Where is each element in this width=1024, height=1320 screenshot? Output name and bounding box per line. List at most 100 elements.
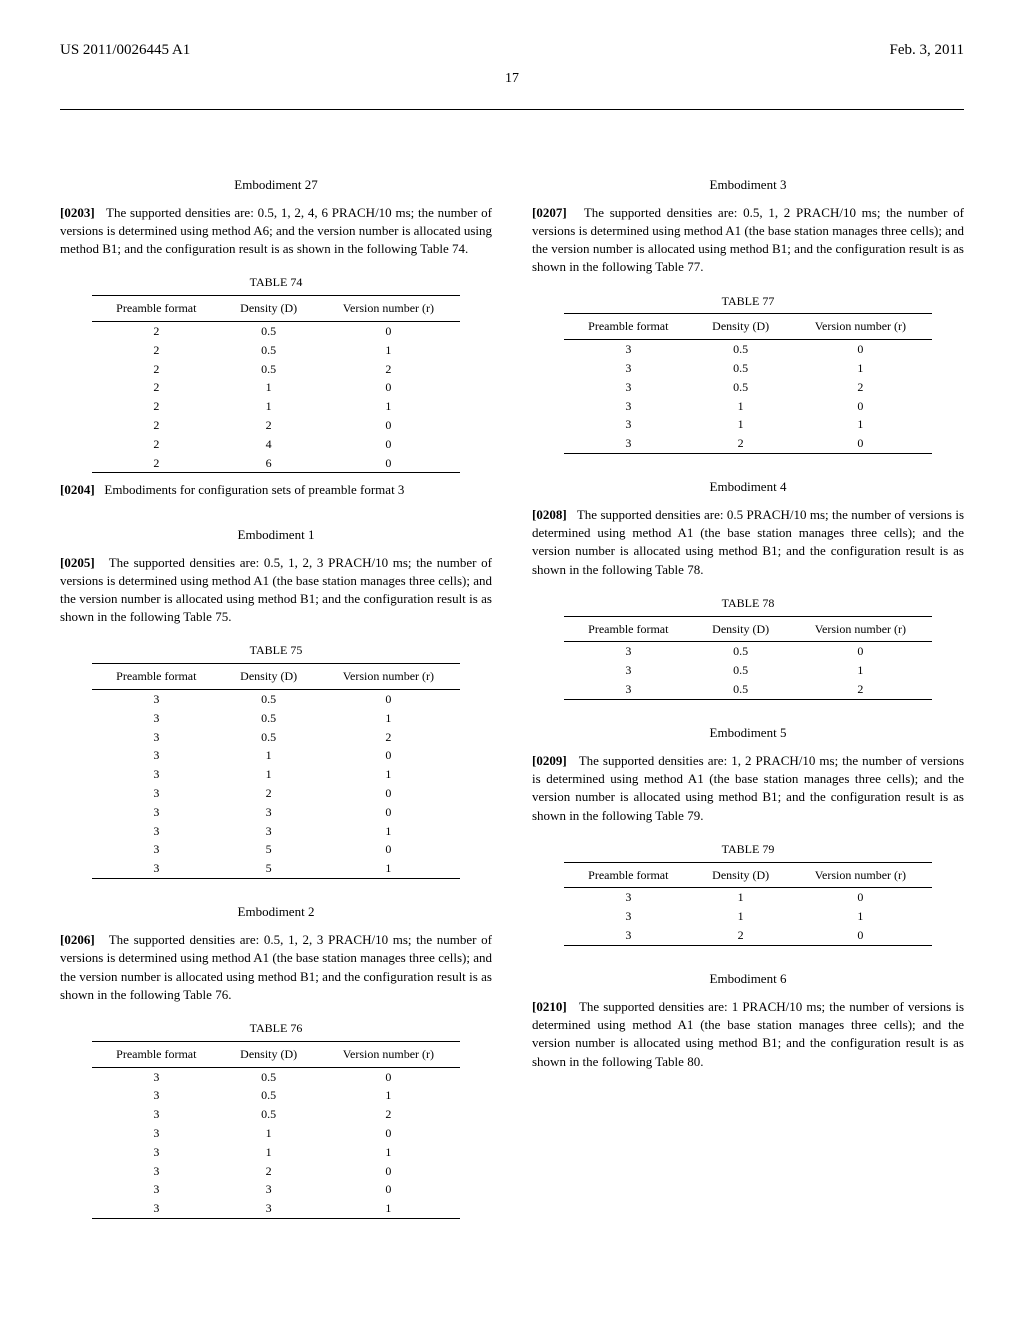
table-cell: 2 [92, 454, 220, 473]
table-cell: 3 [564, 888, 692, 907]
table-cell: 3 [564, 661, 692, 680]
table-row: 30.52 [564, 378, 931, 397]
table-cell: 0.5 [692, 661, 789, 680]
table-79: Preamble format Density (D) Version numb… [564, 862, 931, 946]
table-row: 311 [564, 907, 931, 926]
table-row: 350 [92, 840, 459, 859]
table-cell: 3 [564, 434, 692, 453]
table-cell: 0 [789, 397, 931, 416]
table-cell: 0 [317, 416, 459, 435]
page-header: US 2011/0026445 A1 Feb. 3, 2011 [60, 40, 964, 61]
table-cell: 3 [92, 1162, 220, 1181]
table-cell: 3 [92, 728, 220, 747]
table-76: Preamble format Density (D) Version numb… [92, 1041, 459, 1219]
table-74: Preamble format Density (D) Version numb… [92, 295, 459, 473]
table-cell: 2 [92, 341, 220, 360]
para-number: [0205] [60, 555, 95, 570]
para-text: The supported densities are: 0.5 PRACH/1… [532, 507, 964, 577]
table-cell: 0 [317, 746, 459, 765]
table-row: 30.51 [564, 661, 931, 680]
table-cell: 3 [564, 359, 692, 378]
table-cell: 0 [789, 642, 931, 661]
paragraph: [0208] The supported densities are: 0.5 … [532, 506, 964, 579]
table-cell: 0 [317, 378, 459, 397]
table-row: 30.51 [564, 359, 931, 378]
table-cell: 3 [92, 784, 220, 803]
embodiment-title: Embodiment 4 [532, 478, 964, 496]
left-column: Embodiment 27 [0203] The supported densi… [60, 160, 492, 1227]
table-cell: 1 [317, 765, 459, 784]
table-row: 20.50 [92, 321, 459, 340]
table-cell: 0.5 [220, 341, 317, 360]
embodiment-title: Embodiment 1 [60, 526, 492, 544]
table-77: Preamble format Density (D) Version numb… [564, 313, 931, 454]
table-cell: 3 [564, 642, 692, 661]
table-cell: 3 [92, 709, 220, 728]
table-cell: 3 [92, 1180, 220, 1199]
table-cell: 1 [220, 746, 317, 765]
table-cell: 2 [692, 926, 789, 945]
table-cell: 2 [92, 360, 220, 379]
table-cell: 3 [220, 1180, 317, 1199]
doc-id: US 2011/0026445 A1 [60, 40, 190, 61]
table-cell: 2 [789, 378, 931, 397]
table-row: 30.52 [92, 728, 459, 747]
paragraph: [0203] The supported densities are: 0.5,… [60, 204, 492, 259]
table-label: TABLE 78 [532, 595, 964, 612]
table-label: TABLE 79 [532, 841, 964, 858]
table-cell: 0.5 [220, 321, 317, 340]
col-header: Version number (r) [789, 862, 931, 888]
table-cell: 2 [92, 435, 220, 454]
table-row: 30.52 [564, 680, 931, 699]
para-number: [0209] [532, 753, 567, 768]
para-number: [0206] [60, 932, 95, 947]
table-row: 30.50 [564, 340, 931, 359]
embodiment-title: Embodiment 27 [60, 176, 492, 194]
table-cell: 2 [317, 360, 459, 379]
table-cell: 6 [220, 454, 317, 473]
table-cell: 3 [92, 765, 220, 784]
col-header: Density (D) [220, 296, 317, 322]
para-number: [0207] [532, 205, 567, 220]
table-cell: 1 [317, 709, 459, 728]
table-row: 311 [92, 1143, 459, 1162]
table-cell: 0 [317, 1067, 459, 1086]
para-text: Embodiments for configuration sets of pr… [104, 482, 404, 497]
table-cell: 0.5 [220, 690, 317, 709]
para-number: [0210] [532, 999, 567, 1014]
table-row: 30.50 [92, 1067, 459, 1086]
table-cell: 1 [317, 822, 459, 841]
col-header: Preamble format [92, 664, 220, 690]
col-header: Density (D) [692, 314, 789, 340]
col-header: Version number (r) [789, 314, 931, 340]
table-78: Preamble format Density (D) Version numb… [564, 616, 931, 700]
table-row: 20.52 [92, 360, 459, 379]
table-row: 311 [92, 765, 459, 784]
table-row: 210 [92, 378, 459, 397]
table-cell: 0 [317, 321, 459, 340]
table-cell: 1 [220, 378, 317, 397]
table-cell: 1 [789, 415, 931, 434]
para-text: The supported densities are: 0.5, 1, 2, … [60, 205, 492, 256]
table-body: 30.5030.5130.52310311320 [564, 340, 931, 454]
table-cell: 1 [220, 1143, 317, 1162]
table-row: 320 [92, 784, 459, 803]
table-row: 331 [92, 1199, 459, 1218]
table-cell: 1 [317, 341, 459, 360]
table-row: 30.50 [564, 642, 931, 661]
table-row: 20.51 [92, 341, 459, 360]
table-cell: 3 [92, 690, 220, 709]
right-column: Embodiment 3 [0207] The supported densit… [532, 160, 964, 1227]
table-cell: 3 [564, 680, 692, 699]
col-header: Version number (r) [317, 664, 459, 690]
table-cell: 3 [92, 859, 220, 878]
table-cell: 5 [220, 859, 317, 878]
para-text: The supported densities are: 0.5, 1, 2, … [60, 555, 492, 625]
table-cell: 2 [789, 680, 931, 699]
col-header: Density (D) [692, 862, 789, 888]
doc-date: Feb. 3, 2011 [890, 40, 964, 61]
header-rule [60, 109, 964, 110]
table-cell: 0.5 [692, 340, 789, 359]
table-cell: 3 [92, 1124, 220, 1143]
table-cell: 3 [564, 926, 692, 945]
